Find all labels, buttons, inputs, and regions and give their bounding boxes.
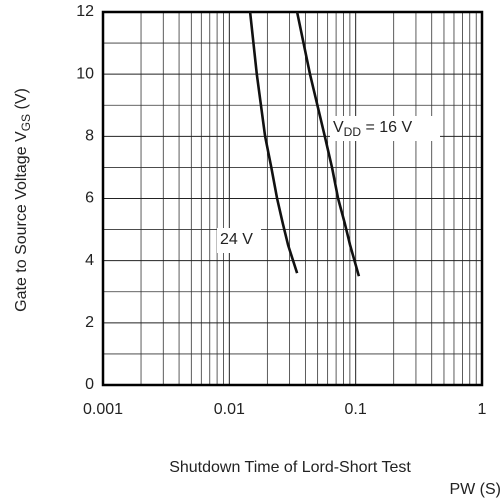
curve <box>295 11 361 277</box>
plot-frame <box>101 10 484 387</box>
annotation-text: 24 V <box>220 231 253 248</box>
y-tick-label: 12 <box>76 3 94 20</box>
annotation-subscript: DD <box>344 125 362 139</box>
y-tick-label: 2 <box>85 314 94 331</box>
annotation-box <box>330 116 440 141</box>
annotation-text: V <box>333 119 344 136</box>
annotation: 24 V <box>220 231 253 248</box>
annotation: VDD = 16 V <box>333 119 412 139</box>
y-tick-label: 6 <box>85 190 94 207</box>
x-tick-label: 0.001 <box>83 401 123 418</box>
y-tick-label: 4 <box>85 252 94 269</box>
y-axis-label: Gate to Source Voltage VGS (V) <box>13 88 33 312</box>
x-tick-label: 1 <box>478 401 487 418</box>
y-label-text: Gate to Source Voltage V <box>13 131 30 312</box>
curve <box>248 11 299 274</box>
x-tick-label: 0.01 <box>214 401 245 418</box>
y-tick-label: 10 <box>76 65 94 82</box>
y-tick-label: 0 <box>85 376 94 393</box>
y-tick-label: 8 <box>85 128 94 145</box>
y-label-text: (V) <box>13 88 30 114</box>
x-tick-label: 0.1 <box>345 401 367 418</box>
x-axis-label: PW (S) <box>449 481 501 498</box>
annotation-box <box>217 228 261 253</box>
x-axis-label: Shutdown Time of Lord-Short Test <box>169 459 411 476</box>
y-label-subscript: GS <box>19 114 33 131</box>
annotation-text: = 16 V <box>361 119 412 136</box>
